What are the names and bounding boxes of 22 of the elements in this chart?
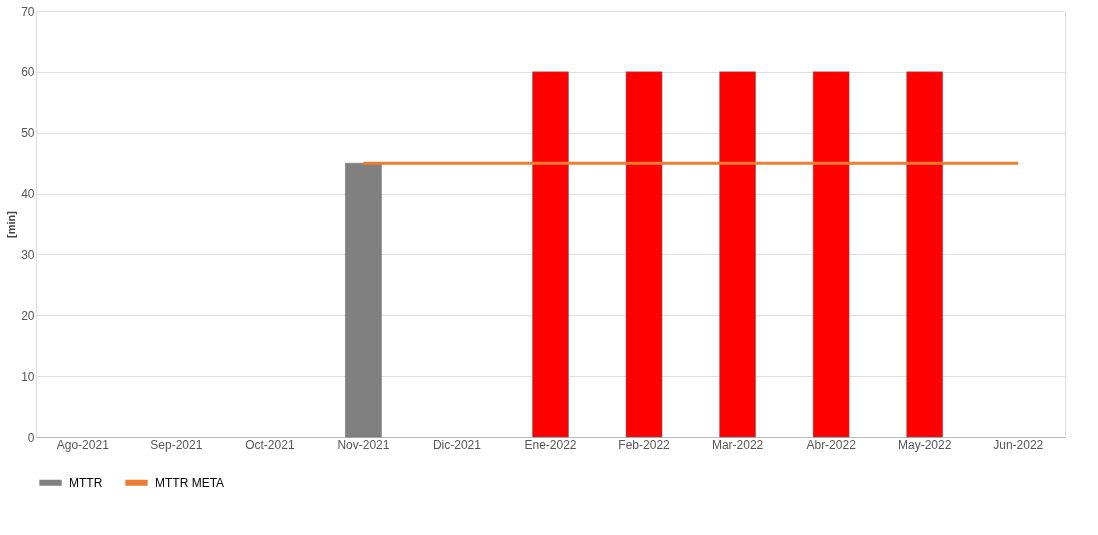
x-tick-label: May-2022 bbox=[897, 437, 952, 452]
x-tick-label: Nov-2021 bbox=[337, 437, 390, 452]
x-tick-label: Oct-2021 bbox=[245, 437, 295, 452]
y-tick-label: 70 bbox=[21, 4, 35, 19]
x-tick-label: Jun-2022 bbox=[993, 437, 1044, 452]
y-tick-label: 40 bbox=[21, 187, 35, 202]
y-tick-label: 20 bbox=[21, 308, 35, 323]
x-tick-label: Feb-2022 bbox=[618, 437, 671, 452]
x-tick-label: Dic-2021 bbox=[432, 437, 482, 452]
x-tick-label: Ene-2022 bbox=[524, 437, 577, 452]
y-tick-label: 30 bbox=[21, 247, 35, 262]
y-tick-label: 50 bbox=[21, 126, 35, 141]
x-tick-label: Abr-2022 bbox=[806, 437, 857, 452]
legend-label: MTTR META bbox=[155, 475, 225, 490]
y-axis-title: [min] bbox=[5, 210, 18, 238]
y-tick-label: 0 bbox=[27, 430, 35, 445]
x-tick-label: Ago-2021 bbox=[56, 437, 110, 452]
legend-label: MTTR bbox=[69, 475, 103, 490]
x-tick-label: Sep-2021 bbox=[150, 437, 203, 452]
y-tick-label: 10 bbox=[21, 369, 35, 384]
y-tick-label: 60 bbox=[21, 65, 35, 80]
x-tick-label: Mar-2022 bbox=[711, 437, 764, 452]
